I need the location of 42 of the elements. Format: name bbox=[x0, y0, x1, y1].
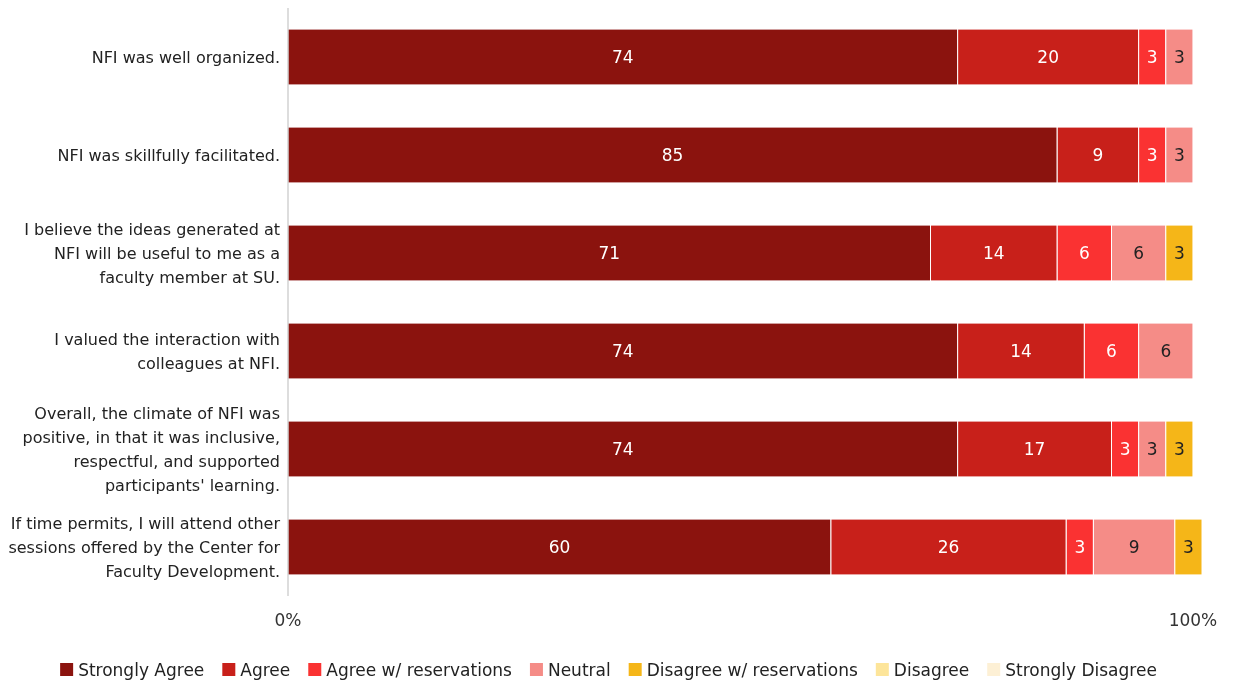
data-label: 71 bbox=[598, 242, 621, 263]
data-label: 74 bbox=[612, 340, 634, 361]
data-label: 9 bbox=[1092, 144, 1104, 165]
data-label: 3 bbox=[1183, 536, 1194, 557]
data-label: 6 bbox=[1160, 340, 1172, 361]
data-label: 3 bbox=[1146, 46, 1158, 67]
data-label: 3 bbox=[1146, 144, 1158, 165]
data-label: 6 bbox=[1133, 242, 1145, 263]
data-label: 3 bbox=[1074, 536, 1086, 557]
data-label: 3 bbox=[1173, 438, 1185, 459]
legend-label: Strongly Agree bbox=[78, 659, 205, 680]
data-label: 3 bbox=[1119, 438, 1131, 459]
y-tick-label: NFI was skillfully facilitated. bbox=[57, 145, 280, 165]
data-label: 6 bbox=[1078, 242, 1090, 263]
y-tick-label: I believe the ideas generated at NFI will be useful to me as a faculty member at SU. bbox=[24, 219, 280, 287]
data-label: 74 bbox=[612, 46, 634, 67]
y-tick-label: If time permits, I will attend other sessions offered by the Center for Faculty Development. bbox=[8, 513, 281, 581]
data-label: 20 bbox=[1037, 46, 1059, 67]
data-label: 3 bbox=[1173, 144, 1185, 165]
legend-label: Neutral bbox=[547, 659, 611, 680]
data-label: 26 bbox=[937, 536, 960, 557]
data-label: 3 bbox=[1173, 46, 1185, 67]
x-tick-label: 0% bbox=[274, 610, 302, 630]
legend-label: Strongly Disagree bbox=[1005, 659, 1157, 680]
y-tick-label: Overall, the climate of NFI was positive, in that it was inclusive, respectful, and supported participants' learning. bbox=[22, 403, 280, 495]
data-label: 74 bbox=[612, 438, 634, 459]
data-label: 9 bbox=[1128, 536, 1140, 557]
legend-label: Agree w/ reservations bbox=[326, 659, 513, 680]
y-tick-label: I valued the interaction with colleagues at NFI. bbox=[54, 329, 280, 373]
data-label: 17 bbox=[1023, 438, 1046, 459]
y-tick-label: NFI was well organized. bbox=[91, 47, 280, 67]
data-label: 14 bbox=[983, 242, 1005, 263]
x-tick-label: 100% bbox=[1168, 610, 1218, 630]
data-label: 14 bbox=[1010, 340, 1032, 361]
legend-label: Disagree w/ reservations bbox=[646, 659, 858, 680]
data-label: 6 bbox=[1106, 340, 1117, 361]
data-label: 3 bbox=[1146, 438, 1158, 459]
data-label: 60 bbox=[548, 536, 571, 557]
legend-label: Agree bbox=[240, 659, 291, 680]
data-label: 3 bbox=[1173, 242, 1185, 263]
legend-label: Disagree bbox=[893, 659, 970, 680]
data-label: 85 bbox=[661, 144, 684, 165]
